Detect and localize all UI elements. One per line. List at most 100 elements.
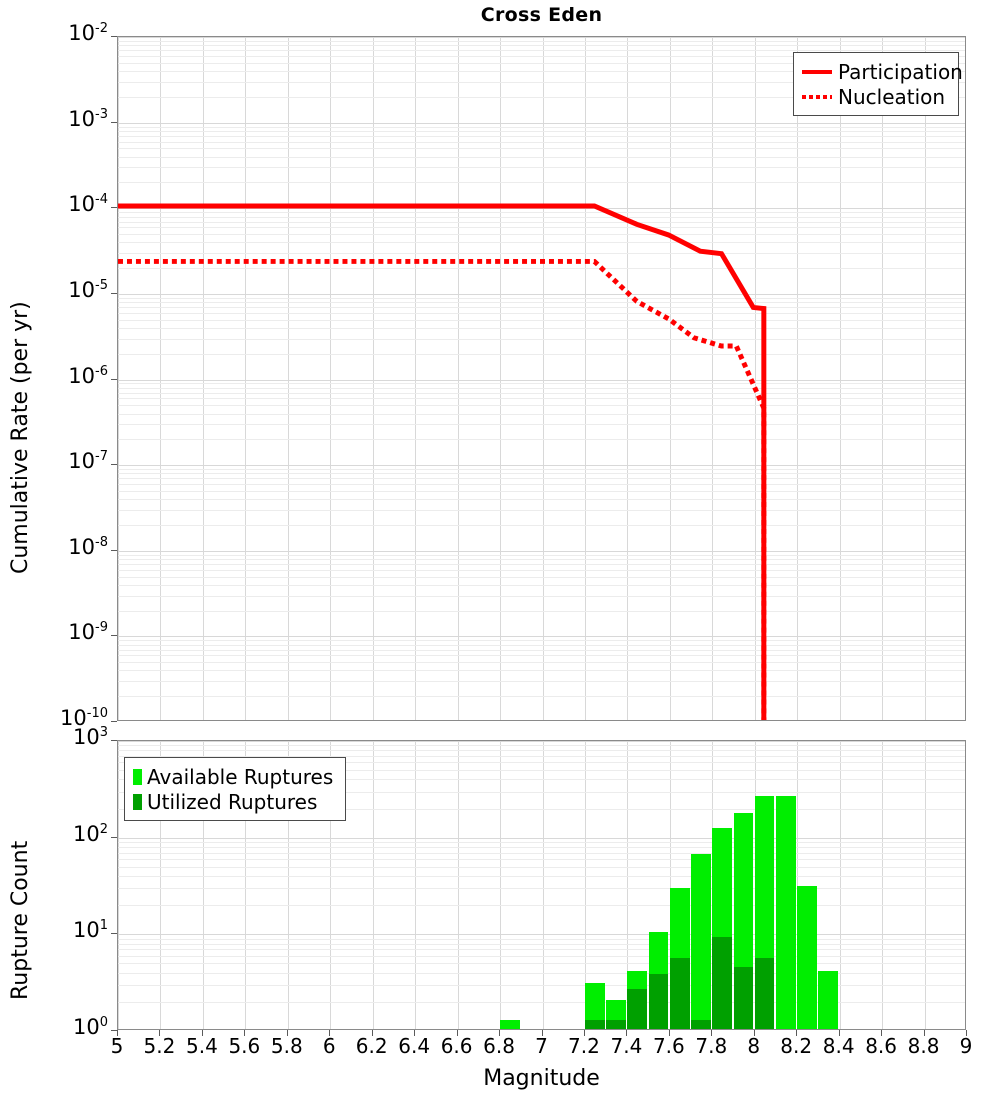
gridline-horizontal-minor (118, 611, 965, 612)
x-tick-label: 5.8 (270, 1034, 303, 1058)
legend-label-utilized-ruptures: Utilized Ruptures (147, 789, 318, 814)
gridline-horizontal-major (118, 37, 965, 38)
gridline-vertical (245, 741, 246, 1029)
curve-participation (118, 203, 767, 720)
gridline-horizontal-minor (118, 414, 965, 415)
gridline-horizontal-minor (118, 97, 965, 98)
gridline-vertical (925, 37, 926, 720)
bar-utilized-ruptures (606, 1020, 626, 1029)
bar-available-ruptures (500, 1020, 520, 1029)
y-tick-mark-top (111, 207, 117, 208)
gridline-horizontal-minor (118, 779, 965, 780)
x-tick-label: 5.2 (143, 1034, 176, 1058)
y-tick-mark-bottom (111, 933, 117, 934)
x-tick-mark (626, 1030, 627, 1036)
y-tick-label-top: 10-10 (60, 706, 108, 730)
x-tick-label: 5.6 (228, 1034, 261, 1058)
gridline-vertical (840, 37, 841, 720)
gridline-horizontal-minor (118, 770, 965, 771)
gridline-horizontal-minor (118, 585, 965, 586)
x-tick-mark (244, 1030, 245, 1036)
y-tick-mark-top (111, 721, 117, 722)
curve-nucleation (118, 258, 767, 720)
bar-utilized-ruptures (712, 936, 732, 1029)
gridline-vertical (585, 37, 586, 720)
gridline-horizontal-minor (118, 473, 965, 474)
gridline-vertical (288, 741, 289, 1029)
gridline-horizontal-minor (118, 469, 965, 470)
bar-utilized-ruptures (754, 958, 775, 1029)
gridline-horizontal-minor (118, 383, 965, 384)
gridline-horizontal-minor (118, 339, 965, 340)
x-tick-label: 8.4 (822, 1034, 855, 1058)
gridline-horizontal-minor (118, 424, 965, 425)
gridline-vertical (627, 37, 628, 720)
gridline-horizontal-minor (118, 985, 965, 986)
bar-utilized-ruptures (648, 974, 669, 1029)
gridline-horizontal-minor (118, 405, 965, 406)
y-axis-title-top: Cumulative Rate (per yr) (8, 301, 33, 574)
gridline-horizontal-minor (118, 71, 965, 72)
gridline-horizontal-minor (118, 645, 965, 646)
gridline-vertical (627, 741, 628, 1029)
x-tick-label: 5 (110, 1034, 124, 1058)
x-tick-mark (117, 1030, 118, 1036)
gridline-horizontal-minor (118, 555, 965, 556)
x-tick-mark (796, 1030, 797, 1036)
gridline-horizontal-minor (118, 313, 965, 314)
gridline-horizontal-minor (118, 217, 965, 218)
gridline-horizontal-minor (118, 127, 965, 128)
gridline-horizontal-minor (118, 792, 965, 793)
gridline-horizontal-minor (118, 670, 965, 671)
y-tick-label-bottom: 101 (72, 918, 108, 943)
x-axis-title: Magnitude (483, 1066, 600, 1091)
legend-label-nucleation: Nucleation (838, 84, 946, 109)
legend-item-utilized-ruptures: Utilized Ruptures (133, 789, 336, 814)
y-tick-label-bottom: 102 (72, 821, 108, 846)
x-tick-mark (839, 1030, 840, 1036)
rate-curves (118, 203, 767, 720)
gridline-horizontal-minor (118, 905, 965, 906)
gridline-horizontal-minor (118, 876, 965, 877)
gridline-horizontal-major (118, 636, 965, 637)
bottom-legend: Available Ruptures Utilized Ruptures (124, 757, 346, 821)
gridline-vertical (882, 741, 883, 1029)
gridline-horizontal-major (118, 465, 965, 466)
gridline-horizontal-minor (118, 853, 965, 854)
legend-label-participation: Participation (838, 59, 963, 84)
gridline-vertical (330, 37, 331, 720)
gridline-vertical (415, 741, 416, 1029)
gridline-horizontal-minor (118, 45, 965, 46)
gridline-vertical (373, 741, 374, 1029)
x-tick-label: 8 (747, 1034, 761, 1058)
x-tick-mark (754, 1030, 755, 1036)
gridline-horizontal-minor (118, 56, 965, 57)
page-title: Cross Eden (480, 4, 603, 26)
y-tick-mark-top (111, 122, 117, 123)
gridline-horizontal-minor (118, 696, 965, 697)
x-tick-label: 5.4 (185, 1034, 218, 1058)
x-tick-mark (372, 1030, 373, 1036)
gridline-vertical (925, 741, 926, 1029)
gridline-horizontal-minor (118, 499, 965, 500)
bar-available-ruptures (691, 854, 711, 1029)
gridline-vertical (585, 741, 586, 1029)
gridline-horizontal-minor (118, 809, 965, 810)
gridline-horizontal-minor (118, 478, 965, 479)
y-tick-label-top: 10-9 (68, 620, 108, 645)
x-tick-mark (966, 1030, 967, 1036)
gridline-vertical (840, 741, 841, 1029)
legend-item-participation: Participation (802, 59, 963, 84)
gridline-vertical (415, 37, 416, 720)
x-tick-mark (287, 1030, 288, 1036)
gridline-vertical (670, 37, 671, 720)
x-tick-label: 7.8 (695, 1034, 728, 1058)
x-tick-mark (542, 1030, 543, 1036)
x-tick-label: 7.6 (652, 1034, 685, 1058)
gridline-vertical (882, 37, 883, 720)
x-tick-label: 8.2 (780, 1034, 813, 1058)
y-tick-label-top: 10-7 (68, 449, 108, 474)
gridline-horizontal-minor (118, 268, 965, 269)
y-tick-mark-bottom (111, 837, 117, 838)
gridline-horizontal-minor (118, 956, 965, 957)
